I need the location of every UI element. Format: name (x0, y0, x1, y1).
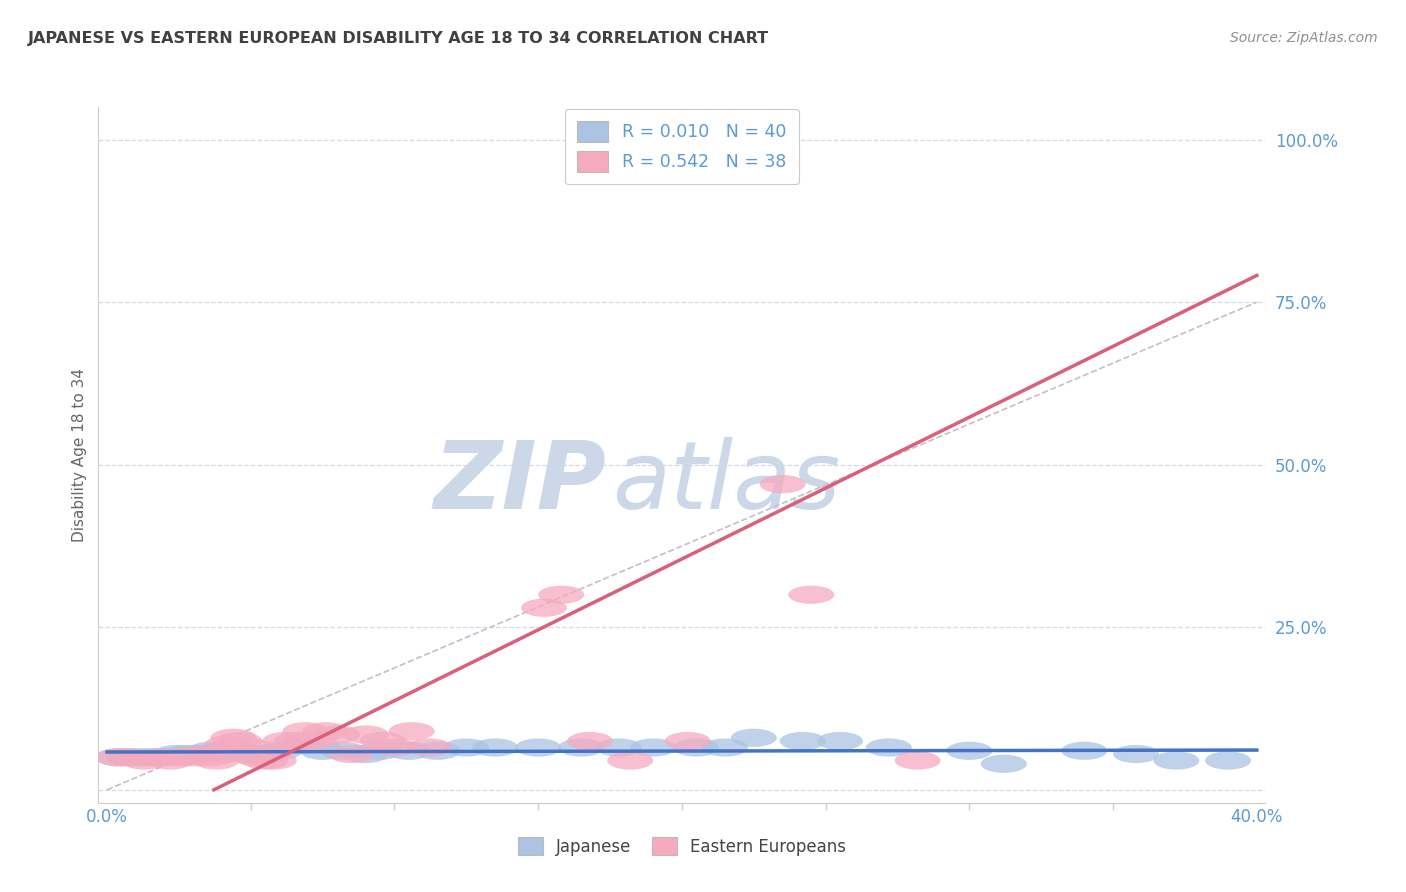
Ellipse shape (1062, 741, 1108, 760)
Ellipse shape (283, 723, 329, 740)
Ellipse shape (343, 725, 388, 744)
Ellipse shape (245, 745, 291, 764)
Ellipse shape (159, 748, 205, 766)
Ellipse shape (357, 741, 404, 760)
Ellipse shape (522, 599, 567, 617)
Ellipse shape (242, 751, 288, 770)
Ellipse shape (187, 741, 233, 760)
Ellipse shape (299, 741, 346, 760)
Text: atlas: atlas (612, 437, 841, 528)
Ellipse shape (817, 732, 863, 750)
Ellipse shape (558, 739, 605, 756)
Ellipse shape (291, 732, 337, 750)
Ellipse shape (406, 739, 451, 756)
Ellipse shape (388, 723, 434, 740)
Ellipse shape (302, 723, 349, 740)
Ellipse shape (371, 739, 418, 756)
Ellipse shape (96, 748, 142, 766)
Ellipse shape (200, 745, 245, 764)
Ellipse shape (193, 751, 239, 770)
Ellipse shape (96, 748, 142, 766)
Ellipse shape (1205, 751, 1251, 770)
Ellipse shape (567, 732, 613, 750)
Ellipse shape (673, 739, 720, 756)
Ellipse shape (129, 748, 176, 766)
Ellipse shape (789, 586, 834, 604)
Text: Source: ZipAtlas.com: Source: ZipAtlas.com (1230, 31, 1378, 45)
Ellipse shape (472, 739, 517, 756)
Ellipse shape (981, 755, 1026, 772)
Ellipse shape (222, 745, 269, 764)
Ellipse shape (187, 748, 233, 766)
Ellipse shape (148, 751, 193, 770)
Ellipse shape (205, 735, 250, 754)
Ellipse shape (153, 745, 200, 764)
Ellipse shape (107, 748, 153, 766)
Ellipse shape (759, 475, 806, 493)
Ellipse shape (515, 739, 561, 756)
Ellipse shape (702, 739, 748, 756)
Legend: Japanese, Eastern Europeans: Japanese, Eastern Europeans (509, 829, 855, 864)
Ellipse shape (343, 745, 388, 764)
Ellipse shape (250, 751, 297, 770)
Ellipse shape (107, 748, 153, 766)
Y-axis label: Disability Age 18 to 34: Disability Age 18 to 34 (72, 368, 87, 542)
Ellipse shape (360, 732, 406, 750)
Ellipse shape (118, 748, 165, 766)
Ellipse shape (665, 732, 710, 750)
Ellipse shape (894, 751, 941, 770)
Ellipse shape (1114, 745, 1159, 764)
Ellipse shape (731, 729, 776, 747)
Ellipse shape (538, 586, 583, 604)
Ellipse shape (780, 732, 825, 750)
Ellipse shape (415, 741, 461, 760)
Ellipse shape (233, 748, 280, 766)
Ellipse shape (319, 741, 366, 760)
Ellipse shape (142, 748, 187, 766)
Ellipse shape (211, 741, 256, 760)
Ellipse shape (946, 741, 993, 760)
Ellipse shape (233, 745, 280, 764)
Ellipse shape (170, 748, 217, 766)
Ellipse shape (329, 745, 374, 764)
Ellipse shape (136, 748, 181, 766)
Ellipse shape (280, 735, 326, 754)
Ellipse shape (630, 739, 676, 756)
Ellipse shape (179, 745, 225, 764)
Ellipse shape (217, 732, 263, 750)
Ellipse shape (274, 732, 319, 750)
Text: JAPANESE VS EASTERN EUROPEAN DISABILITY AGE 18 TO 34 CORRELATION CHART: JAPANESE VS EASTERN EUROPEAN DISABILITY … (28, 31, 769, 46)
Ellipse shape (385, 741, 432, 760)
Ellipse shape (596, 739, 641, 756)
Ellipse shape (443, 739, 489, 756)
Ellipse shape (211, 729, 256, 747)
Ellipse shape (200, 741, 245, 760)
Ellipse shape (256, 741, 302, 760)
Ellipse shape (314, 725, 360, 744)
Ellipse shape (228, 739, 274, 756)
Ellipse shape (121, 751, 167, 770)
Text: ZIP: ZIP (433, 437, 606, 529)
Ellipse shape (176, 745, 222, 764)
Ellipse shape (607, 751, 654, 770)
Ellipse shape (165, 745, 211, 764)
Ellipse shape (263, 732, 308, 750)
Ellipse shape (866, 739, 912, 756)
Ellipse shape (1153, 751, 1199, 770)
